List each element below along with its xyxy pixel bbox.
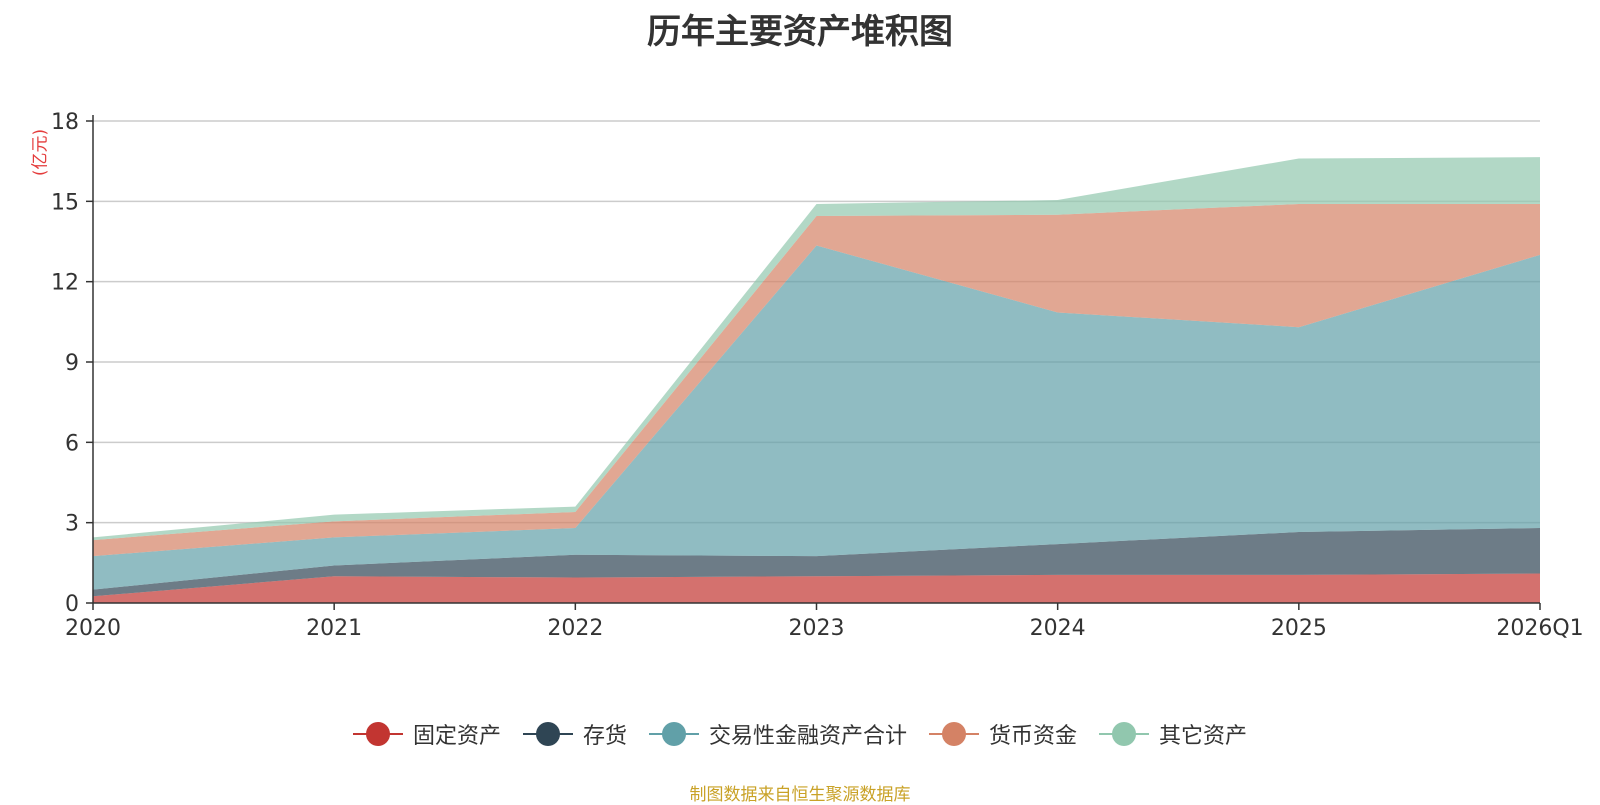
y-tick-label: 9 bbox=[65, 351, 79, 376]
area-series-1 bbox=[93, 573, 1540, 603]
area-series-layer bbox=[93, 157, 1540, 603]
legend-item-4[interactable]: 货币资金 bbox=[929, 718, 1077, 750]
legend-item-3[interactable]: 交易性金融资产合计 bbox=[648, 718, 907, 750]
legend-item-2[interactable]: 存货 bbox=[522, 718, 627, 750]
x-tick-label: 2020 bbox=[65, 616, 121, 641]
x-tick-label: 2025 bbox=[1271, 616, 1327, 641]
x-tick-label: 2021 bbox=[306, 616, 362, 641]
area-series-5 bbox=[93, 157, 1540, 541]
y-tick-label: 3 bbox=[65, 512, 79, 537]
legend-item-1[interactable]: 固定资产 bbox=[352, 718, 501, 750]
legend-marker bbox=[648, 722, 699, 746]
y-tick-label: 6 bbox=[65, 431, 79, 456]
y-tick-label: 0 bbox=[65, 592, 79, 617]
area-series-3 bbox=[93, 245, 1540, 590]
legend-marker bbox=[352, 722, 403, 746]
x-tick-label: 2026Q1 bbox=[1496, 616, 1583, 641]
data-source-note: 制图数据来自恒生聚源数据库 bbox=[689, 785, 911, 805]
legend-marker bbox=[929, 722, 979, 746]
legend-marker bbox=[522, 722, 573, 746]
legend-label: 交易性金融资产合计 bbox=[708, 724, 907, 749]
legend-marker bbox=[1099, 722, 1150, 746]
y-tick-label: 12 bbox=[51, 271, 79, 296]
x-tick-label: 2023 bbox=[789, 616, 845, 641]
x-tick-label: 2024 bbox=[1030, 616, 1086, 641]
x-tick-label: 2022 bbox=[547, 616, 603, 641]
legend-item-5[interactable]: 其它资产 bbox=[1099, 718, 1247, 750]
legend-label: 存货 bbox=[582, 724, 627, 749]
legend-label: 其它资产 bbox=[1159, 724, 1248, 749]
area-series-2 bbox=[93, 528, 1540, 597]
chart-title: 历年主要资产堆积图 bbox=[647, 12, 953, 52]
legend-label: 固定资产 bbox=[412, 724, 501, 749]
y-tick-label: 15 bbox=[51, 190, 79, 215]
legend-label: 货币资金 bbox=[989, 724, 1078, 749]
area-series-4 bbox=[93, 204, 1540, 557]
y-tick-label: 18 bbox=[51, 110, 79, 135]
legend: 固定资产 存货 交易性金融资产合计 货币资金 其它资产 bbox=[0, 718, 1600, 750]
axes: 0 3 6 9 12 15 18 2020 2021 2022 2023 2024 2025 2026Q1 bbox=[51, 110, 1584, 641]
